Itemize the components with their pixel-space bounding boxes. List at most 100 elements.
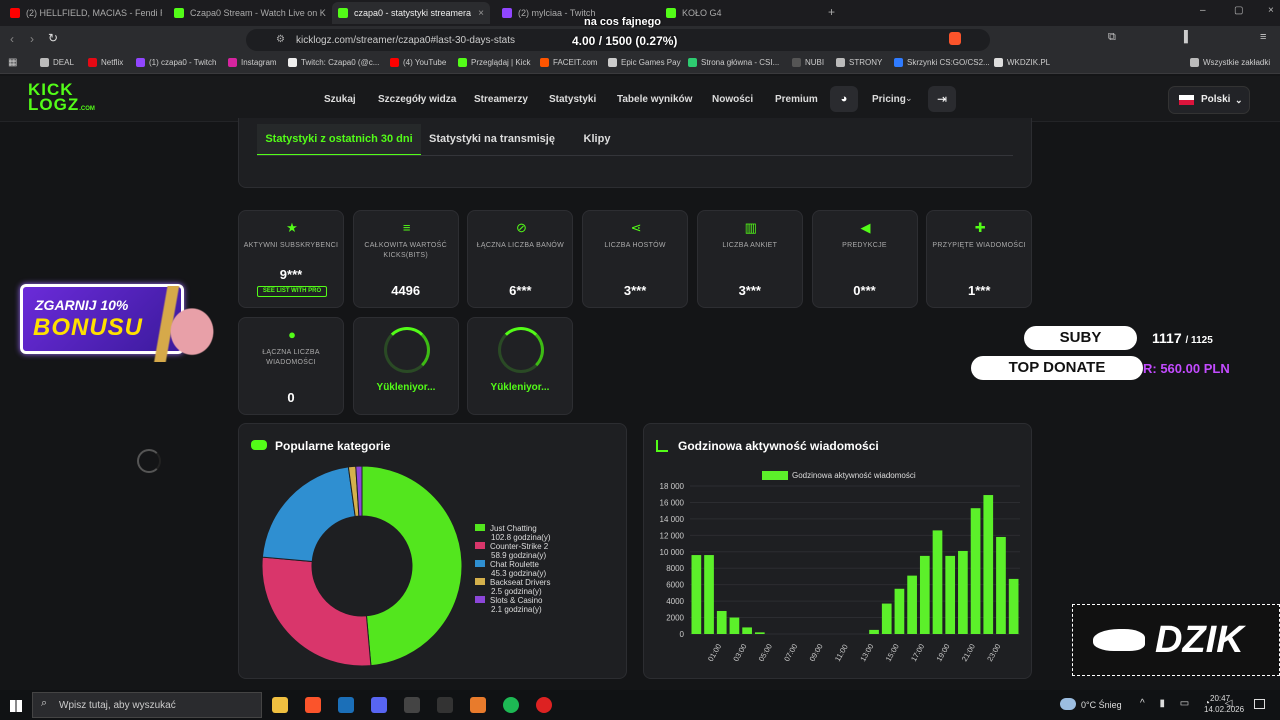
bookmark-item[interactable]: FACEIT.com [540,58,597,67]
back-icon[interactable]: ‹ [10,32,14,46]
bookmark-label: Instagram [241,58,277,67]
activity-bar[interactable] [729,617,740,634]
legend-entry[interactable]: Just Chatting 102.8 godzina(y) [475,524,551,542]
windows-start-icon[interactable] [10,700,22,712]
activity-bar[interactable] [881,603,892,634]
activity-bar[interactable] [996,536,1006,634]
x-tick-label: 13:00 [858,642,875,663]
spotify-icon[interactable] [503,697,519,713]
obs-icon[interactable] [437,697,453,713]
activity-bar[interactable] [970,508,981,634]
nav-item[interactable]: Szczegóły widza [378,94,457,105]
activity-bar[interactable] [919,555,930,634]
pie-slice[interactable] [261,556,372,667]
url-field[interactable]: ⚙ kicklogz.com/streamer/czapa0#last-30-d… [246,29,990,51]
reload-icon[interactable]: ↻ [48,31,59,45]
subtab[interactable]: Statystyki z ostatnich 30 dni [257,124,421,156]
activity-bar[interactable] [894,588,905,634]
bookmark-item[interactable]: Netflix [88,58,123,67]
nav-item[interactable]: Tabele wyników [617,94,693,105]
bookmark-item[interactable]: NUBI [792,58,824,67]
menu-icon[interactable]: ≡ [1260,31,1267,43]
legend-entry[interactable]: Backseat Drivers 2.5 godzina(y) [475,578,551,596]
pie-slice[interactable] [361,465,463,667]
site-info-icon[interactable]: ⚙ [276,34,285,45]
activity-bar[interactable] [983,495,994,634]
nav-item[interactable]: Statystyki [549,94,597,105]
steam-icon[interactable] [338,697,354,713]
pie-slice[interactable] [261,466,356,563]
nav-item[interactable]: Szukaj [324,94,356,105]
legend-entry[interactable]: Counter-Strike 2 58.9 godzina(y) [475,542,551,560]
sidebar-icon[interactable]: ▐ [1180,31,1188,43]
tray-icons[interactable]: ^ ▮ ▭ ◔ ◁ [1140,698,1239,709]
bookmark-item[interactable]: Skrzynki CS:GO/CS2... [894,58,990,67]
bookmark-item[interactable]: Strona główna - CSI... [688,58,779,67]
y-tick-label: 2000 [666,614,684,623]
notifications-icon[interactable] [1254,699,1265,709]
close-tab-icon[interactable]: × [478,7,484,19]
see-list-pro-button[interactable]: SEE LIST WITH PRO [257,286,327,297]
window-close-icon[interactable]: × [1268,5,1274,16]
forward-icon[interactable]: › [30,32,34,46]
bookmark-item[interactable]: DEAL [40,58,74,67]
y-tick-label: 12 000 [660,531,685,540]
bookmark-item[interactable]: Instagram [228,58,277,67]
apps-grid-icon[interactable]: ▦ [8,57,18,68]
epic-games-icon[interactable] [404,697,420,713]
legend-entry[interactable]: Slots & Casino 2.1 godzina(y) [475,596,551,614]
stat-value: 1*** [967,283,991,298]
nav-item[interactable]: Pricing [872,94,906,105]
bookmark-item[interactable]: Przeglądaj | Kick [458,58,530,67]
brave-shield-icon[interactable] [949,32,961,45]
activity-bar[interactable] [742,627,752,634]
browser-tab[interactable]: KOŁO G4 [660,2,818,24]
activity-bar[interactable] [716,610,727,634]
new-tab-icon[interactable]: + [828,5,836,19]
bookmark-item[interactable]: Epic Games Pay [608,58,681,67]
search-placeholder: Wpisz tutaj, aby wyszukać [59,700,176,711]
opera-gx-icon[interactable] [536,697,552,713]
bookmark-item[interactable]: WKDZIK.PL [994,58,1050,67]
activity-bar[interactable] [958,550,968,634]
brave-icon[interactable] [305,697,321,713]
bookmark-item[interactable]: STRONY [836,58,882,67]
activity-bar[interactable] [1008,578,1019,634]
taskbar-search[interactable]: ⌕ Wpisz tutaj, aby wyszukać [32,692,262,718]
activity-bar[interactable] [945,555,956,634]
legend-entry[interactable]: Chat Roulette 45.3 godzina(y) [475,560,551,578]
browser-tab[interactable]: czapa0 - statystyki streamera × [332,2,490,24]
extensions-icon[interactable]: ⧉ [1108,31,1116,43]
sparkle-icon[interactable] [470,697,486,713]
activity-bar[interactable] [704,555,714,634]
bar-chart-icon [656,440,668,452]
browser-tab[interactable]: (2) mylciaa - Twitch [496,2,654,24]
login-button[interactable]: ⇥ [928,86,956,112]
activity-bar[interactable] [932,530,943,634]
bookmark-item[interactable]: (1) czapa0 - Twitch [136,58,216,67]
activity-bar[interactable] [754,632,765,634]
discord-taskbar-icon[interactable] [371,697,387,713]
activity-bar[interactable] [691,555,702,634]
nav-item[interactable]: Premium [775,94,818,105]
discord-button[interactable]: ◕ [830,86,858,112]
nav-item[interactable]: Streamerzy [474,94,528,105]
browser-tab[interactable]: Czapa0 Stream - Watch Live on Kick [168,2,326,24]
minimize-icon[interactable]: – [1200,5,1206,16]
language-select[interactable]: Polski ⌄ [1168,86,1250,114]
bookmark-item[interactable]: Wszystkie zakładki [1190,58,1270,67]
file-explorer-icon[interactable] [272,697,288,713]
pie-slice[interactable] [355,465,363,517]
kicklogz-logo[interactable]: KICK LOGZ.COM [28,81,95,117]
subtab[interactable]: Klipy [575,124,619,156]
bookmark-item[interactable]: (4) YouTube [390,58,446,67]
bookmark-item[interactable]: Twitch: Czapa0 (@c... [288,58,379,67]
activity-bar[interactable] [907,575,917,634]
legend-category: Counter-Strike 2 [490,542,549,551]
browser-tab[interactable]: (2) HELLFIELD, MACIAS - Fendi R [4,2,162,24]
bar-legend-label[interactable]: Godzinowa aktywność wiadomości [792,471,916,480]
subtab[interactable]: Statystyki na transmisję [427,124,557,156]
nav-item[interactable]: Nowości [712,94,754,105]
maximize-icon[interactable]: ▢ [1234,5,1244,16]
activity-bar[interactable] [869,629,879,634]
